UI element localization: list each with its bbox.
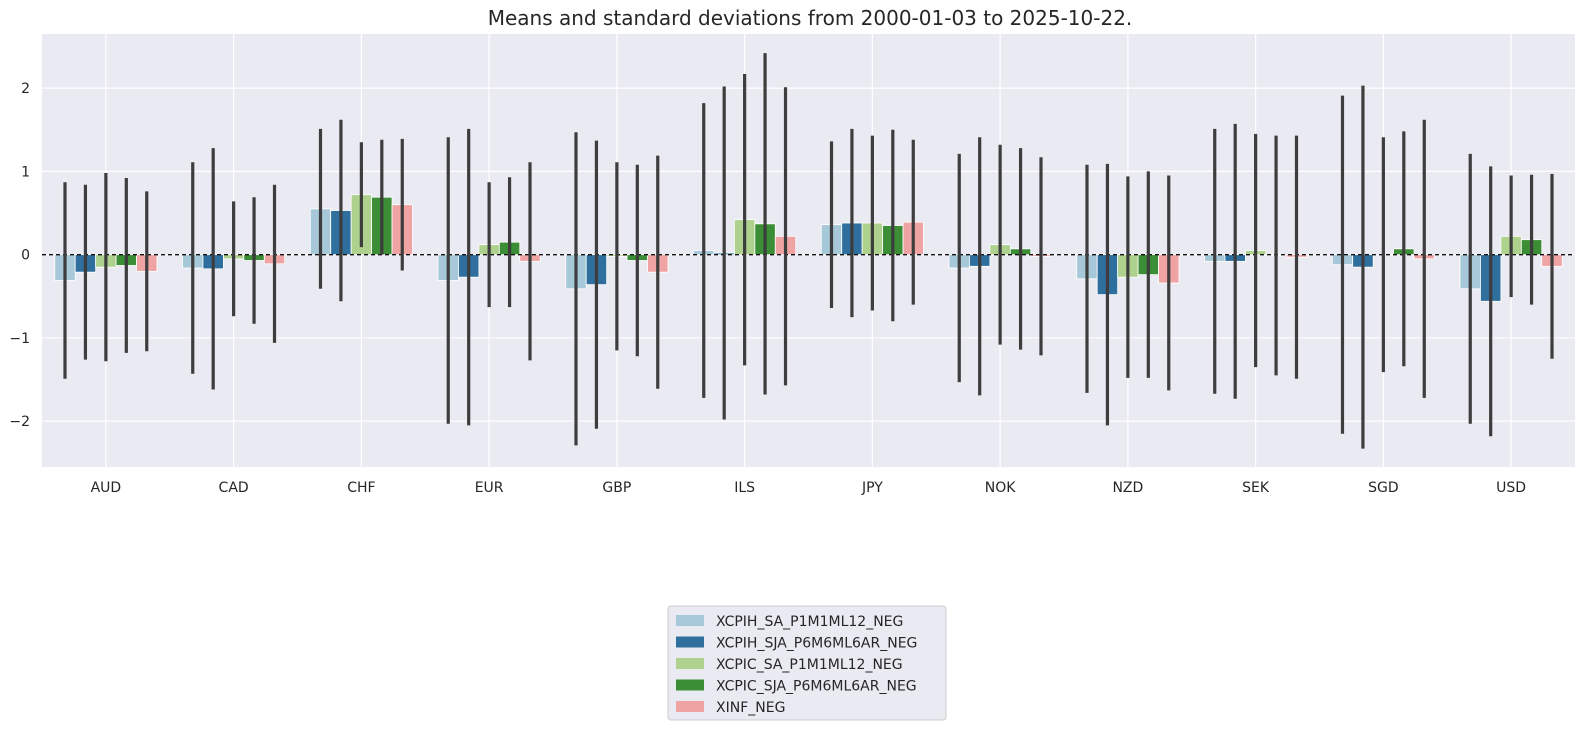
error-bars-layer [63,53,1554,449]
x-tick-label: CAD [219,480,249,496]
legend-frame [667,605,947,721]
y-tick-label: 1 [21,164,30,180]
y-tick-labels: 2 1 0 −1 −2 [9,81,30,430]
legend-label: XCPIC_SJA_P6M6ML6AR_NEG [716,679,917,695]
legend-label: XCPIC_SA_P1M1ML12_NEG [716,657,903,673]
x-tick-label: USD [1496,480,1526,496]
x-tick-label: JPY [861,480,883,496]
y-tick-label: −1 [9,331,30,347]
x-tick-label: SGD [1368,480,1399,496]
y-tick-label: 2 [21,81,30,97]
x-tick-label: NOK [985,480,1016,496]
legend-label: XCPIH_SJA_P6M6ML6AR_NEG [716,636,917,652]
y-tick-label: −2 [9,414,30,430]
legend-swatch [676,615,704,626]
plot-area [42,34,1575,467]
chart-title: Means and standard deviations from 2000-… [488,6,1133,30]
x-tick-label: AUD [91,480,122,496]
x-tick-label: NZD [1112,480,1143,496]
x-tick-label: EUR [475,480,504,496]
legend-label: XCPIH_SA_P1M1ML12_NEG [716,614,903,630]
legend-swatch [676,679,704,691]
y-tick-label: 0 [21,248,30,264]
x-tick-labels: AUD CAD CHF EUR GBP ILS JPY NOK NZD SEK SGD USD [91,480,1527,496]
legend-swatch [676,658,704,669]
x-tick-label: ILS [734,480,755,496]
legend-swatch [676,701,704,712]
x-tick-label: GBP [602,480,631,496]
legend-swatch [676,636,704,648]
x-tick-label: CHF [347,480,375,496]
legend-label: XINF_NEG [716,700,785,716]
x-tick-label: SEK [1242,480,1270,496]
legend: XCPIH_SA_P1M1ML12_NEG XCPIH_SJA_P6M6ML6AR… [667,605,947,721]
